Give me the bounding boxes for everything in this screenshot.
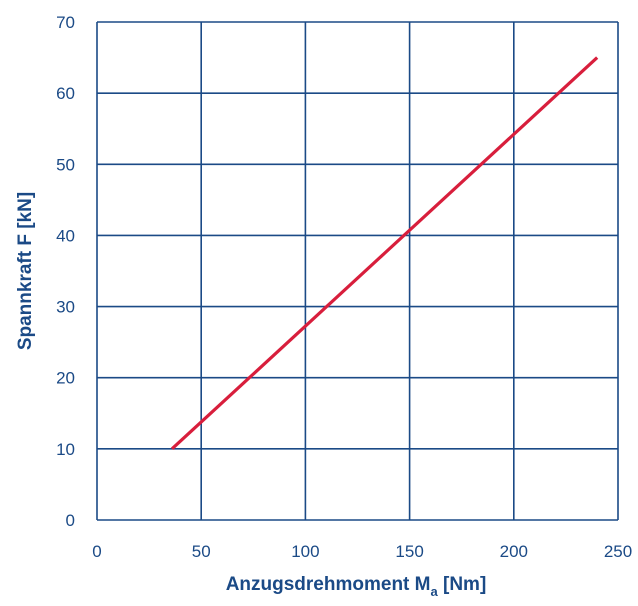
- y-tick-label: 60: [56, 84, 75, 103]
- y-tick-label: 0: [66, 511, 75, 530]
- x-tick-label: 50: [192, 542, 211, 561]
- x-tick-label: 100: [291, 542, 319, 561]
- y-tick-label: 10: [56, 440, 75, 459]
- x-tick-label: 250: [604, 542, 632, 561]
- x-axis-title: Anzugsdrehmoment Ma [Nm]: [226, 574, 487, 599]
- y-tick-label: 20: [56, 369, 75, 388]
- y-tick-label: 40: [56, 226, 75, 245]
- x-axis-title-subscript: a: [430, 584, 438, 599]
- x-tick-label: 200: [500, 542, 528, 561]
- x-axis-title-main: Anzugsdrehmoment M: [226, 574, 431, 595]
- y-tick-label: 70: [56, 13, 75, 32]
- x-tick-label: 150: [395, 542, 423, 561]
- y-axis-title: Spannkraft F [kN]: [15, 192, 36, 350]
- y-tick-label: 30: [56, 298, 75, 317]
- x-axis-title-unit: [Nm]: [438, 574, 487, 595]
- x-tick-label: 0: [92, 542, 101, 561]
- tick-labels: 0 50 100 150 200 250 0 10 20 30 40 50 60 70: [56, 13, 632, 561]
- series-layer: [170, 56, 599, 451]
- y-tick-label: 50: [56, 155, 75, 174]
- series-line: [170, 56, 599, 451]
- grid: [96, 21, 619, 521]
